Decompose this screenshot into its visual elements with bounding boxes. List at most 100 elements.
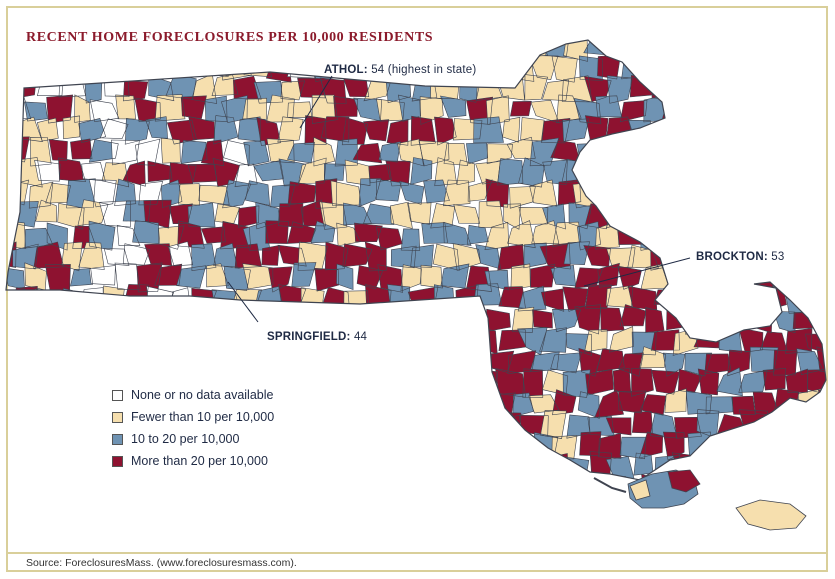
town-border bbox=[211, 74, 239, 97]
town-border bbox=[154, 53, 182, 79]
town-border bbox=[78, 118, 107, 143]
town-cell bbox=[772, 262, 796, 287]
town-cell bbox=[90, 308, 118, 330]
town-cell bbox=[243, 140, 270, 166]
town-border bbox=[69, 431, 97, 460]
town-cell bbox=[818, 390, 826, 415]
town-cell bbox=[718, 331, 742, 353]
town-cell bbox=[645, 307, 665, 333]
town-cell bbox=[288, 351, 315, 373]
town-border bbox=[261, 245, 280, 266]
town-border bbox=[377, 264, 404, 293]
town-cell bbox=[711, 139, 732, 162]
town-cell bbox=[134, 97, 161, 122]
town-cell bbox=[785, 75, 810, 102]
town-border bbox=[297, 241, 328, 271]
town-border bbox=[420, 305, 450, 330]
town-cell bbox=[214, 203, 240, 224]
town-cell bbox=[269, 475, 294, 480]
town-cell bbox=[752, 53, 779, 80]
town-cell bbox=[13, 454, 37, 479]
town-border bbox=[595, 348, 625, 373]
town-cell bbox=[585, 285, 612, 309]
town-cell bbox=[576, 475, 596, 480]
town-border bbox=[622, 178, 642, 209]
town-cell bbox=[444, 143, 468, 166]
town-cell bbox=[344, 451, 369, 480]
town-border bbox=[435, 40, 455, 58]
town-border bbox=[653, 117, 679, 144]
town-border bbox=[79, 40, 107, 59]
town-cell bbox=[6, 268, 25, 290]
town-cell bbox=[57, 40, 84, 62]
town-cell bbox=[47, 433, 72, 460]
town-cell bbox=[774, 388, 799, 417]
town-border bbox=[277, 116, 304, 143]
town-cell bbox=[578, 391, 600, 419]
town-cell bbox=[509, 186, 536, 209]
town-border bbox=[809, 413, 826, 437]
legend-swatch-low bbox=[112, 411, 123, 423]
town-cell bbox=[761, 453, 785, 476]
town-border bbox=[716, 77, 743, 103]
town-cell bbox=[830, 201, 835, 228]
town-border bbox=[816, 141, 826, 166]
town-cell bbox=[649, 158, 673, 186]
town-cell bbox=[633, 453, 654, 476]
callout-brockton: BROCKTON: 53 bbox=[696, 251, 785, 263]
town-border bbox=[583, 75, 612, 103]
town-cell bbox=[80, 411, 108, 436]
town-border bbox=[618, 390, 647, 414]
town-border bbox=[577, 391, 600, 419]
town-border bbox=[598, 432, 622, 459]
town-cell bbox=[806, 290, 826, 313]
town-border bbox=[375, 481, 400, 501]
town-cell bbox=[418, 391, 444, 417]
town-border bbox=[198, 184, 230, 206]
town-border bbox=[112, 56, 142, 81]
town-border bbox=[46, 432, 73, 461]
town-cell bbox=[79, 40, 106, 59]
town-cell bbox=[411, 40, 439, 59]
town-border bbox=[418, 347, 449, 375]
town-cell bbox=[487, 53, 510, 79]
town-cell bbox=[125, 118, 150, 145]
town-cell bbox=[67, 310, 93, 327]
town-cell bbox=[552, 473, 581, 480]
town-cell bbox=[245, 180, 270, 206]
town-cell bbox=[434, 117, 457, 146]
town-border bbox=[677, 78, 701, 101]
town-border bbox=[363, 119, 390, 142]
vineyard-east bbox=[667, 469, 701, 493]
town-border bbox=[70, 138, 93, 160]
town-cell bbox=[400, 264, 422, 292]
town-cell bbox=[497, 244, 525, 270]
town-border bbox=[364, 241, 387, 272]
town-border bbox=[311, 347, 338, 375]
town-cell bbox=[579, 431, 601, 456]
town-cell bbox=[407, 202, 432, 225]
town-border bbox=[726, 178, 758, 208]
town-border bbox=[390, 414, 415, 439]
town-cell bbox=[376, 179, 402, 201]
town-cell bbox=[542, 370, 568, 395]
town-cell bbox=[452, 455, 481, 480]
town-cell bbox=[78, 242, 105, 270]
town-cell bbox=[320, 455, 344, 477]
town-border bbox=[532, 309, 553, 329]
town-border bbox=[114, 347, 140, 377]
town-border bbox=[431, 415, 459, 440]
town-border bbox=[399, 431, 427, 461]
town-cell bbox=[663, 137, 691, 164]
town-border bbox=[829, 285, 835, 313]
town-border bbox=[268, 475, 294, 480]
town-border bbox=[66, 178, 96, 209]
town-border bbox=[597, 262, 620, 288]
town-cell bbox=[613, 368, 631, 393]
town-border bbox=[742, 73, 769, 104]
town-border bbox=[72, 225, 97, 249]
town-cell bbox=[401, 311, 424, 335]
town-cell bbox=[12, 244, 39, 269]
town-border bbox=[770, 100, 797, 120]
town-border bbox=[430, 203, 456, 229]
